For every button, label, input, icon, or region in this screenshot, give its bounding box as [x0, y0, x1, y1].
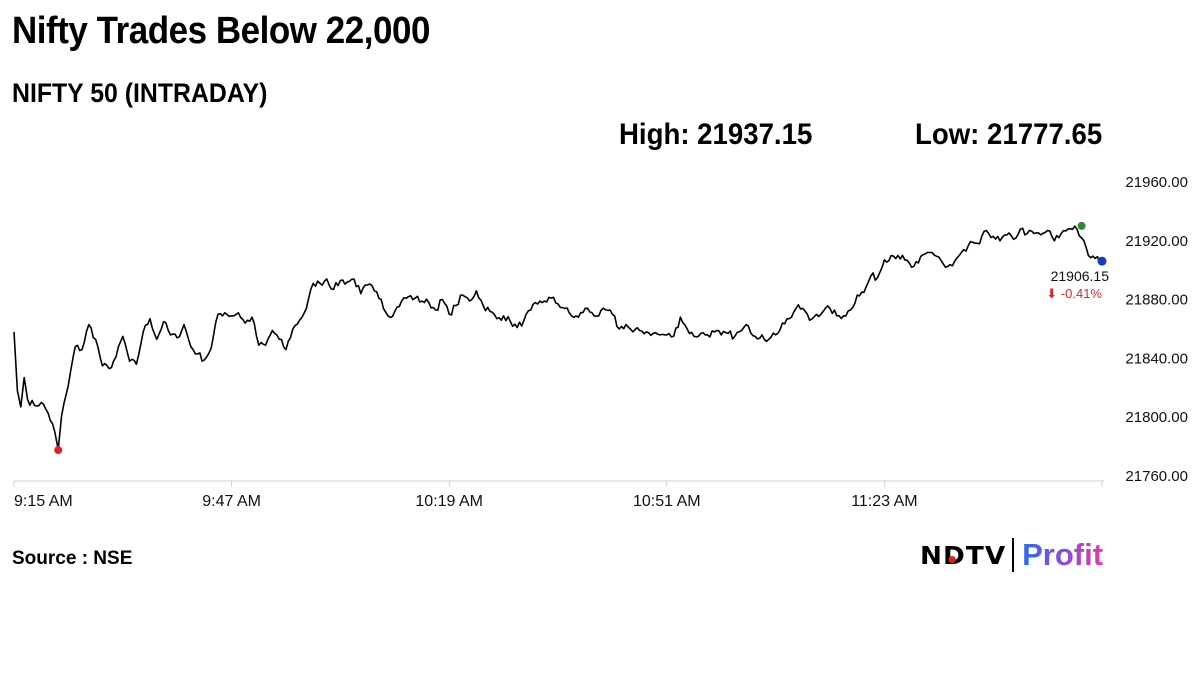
chart-subtitle: NIFTY 50 (INTRADAY) [12, 78, 268, 108]
last-marker [1097, 256, 1107, 266]
low-value: Low: 21777.65 [915, 118, 1103, 151]
y-tick-label: 21960.00 [1125, 174, 1188, 191]
series-line-nifty50 [13, 225, 1103, 451]
y-tick-label: 21760.00 [1125, 468, 1188, 485]
profit-wordmark: Profit [1022, 537, 1104, 572]
ndtv-profit-logo: NDTV Profit [920, 535, 1103, 575]
last-value-label: 21906.15 [1051, 268, 1110, 284]
source-note: Source : NSE [12, 548, 133, 569]
high-marker [1077, 221, 1086, 230]
intraday-line-chart: 21960.00 21920.00 21880.00 21840.00 21800.00… [13, 174, 1188, 510]
change-label: ⬇ -0.41% [1046, 286, 1102, 301]
ndtv-wordmark: NDTV [920, 540, 1007, 570]
headline: Nifty Trades Below 22,000 [12, 10, 430, 52]
logo-dot [948, 555, 956, 563]
y-tick-label: 21920.00 [1125, 233, 1188, 250]
x-tick-label: 11:23 AM [851, 493, 917, 510]
y-tick-label: 21800.00 [1125, 409, 1188, 426]
x-tick-label: 9:47 AM [202, 493, 261, 510]
high-value: High: 21937.15 [619, 118, 813, 151]
y-tick-label: 21840.00 [1125, 350, 1188, 367]
low-marker [54, 446, 63, 455]
x-tick-label: 9:15 AM [14, 493, 73, 510]
logo-divider [1012, 538, 1015, 572]
x-tick-label: 10:51 AM [633, 493, 701, 510]
x-tick-label: 10:19 AM [415, 493, 483, 510]
y-tick-label: 21880.00 [1125, 292, 1188, 309]
